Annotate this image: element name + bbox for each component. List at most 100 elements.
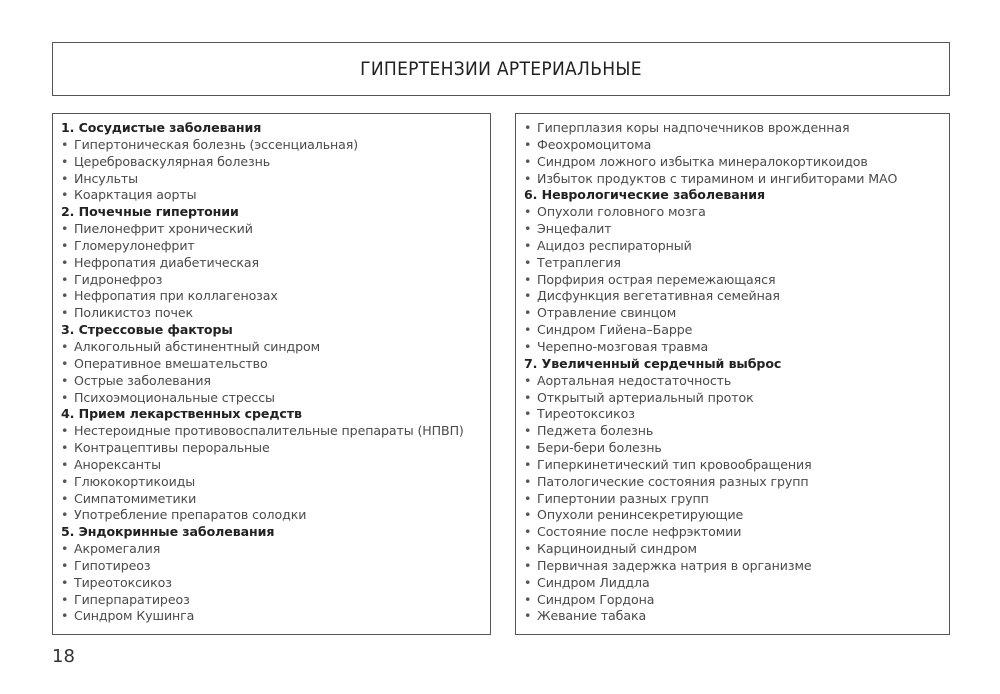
bullet-icon: • (61, 440, 69, 456)
bullet-icon: • (61, 557, 69, 573)
left-column-box: 1. Сосудистые заболевания • Гипертоническа… (52, 113, 491, 635)
list-item-text: Дисфункция вегетативная семейная (537, 288, 780, 304)
list-item-text: Синдром Кушинга (74, 608, 195, 624)
list-item-text: Цереброваскулярная болезнь (74, 153, 271, 169)
bullet-icon: • (524, 541, 532, 557)
list-item: • Контрацептивы пероральные (61, 440, 486, 457)
list-item: • Первичная задержка натрия в организме (524, 558, 945, 575)
list-item-text: Контрацептивы пероральные (74, 440, 270, 456)
list-item: • Жевание табака (524, 608, 945, 625)
list-item: • Гипотиреоз (61, 558, 486, 575)
bullet-icon: • (61, 541, 69, 557)
list-item: • Аортальная недостаточность (524, 373, 945, 390)
list-item: • Тетраплегия (524, 255, 945, 272)
list-item: • Феохромоцитома (524, 137, 945, 154)
bullet-icon: • (524, 524, 532, 540)
section-heading: 3. Стрессовые факторы (61, 322, 233, 338)
bullet-icon: • (61, 591, 69, 607)
list-item-text: Избыток продуктов с тирамином и ингибито… (537, 170, 898, 186)
bullet-icon: • (524, 338, 532, 354)
list-item: • Нефропатия при коллагенозах (61, 288, 486, 305)
list-item-text: Карциноидный синдром (537, 541, 697, 557)
bullet-icon: • (524, 271, 532, 287)
list-item: • Синдром ложного избытка минералокортико… (524, 154, 945, 171)
list-item-text: Тиреотоксикоз (537, 406, 635, 422)
list-item-text: Коарктация аорты (74, 187, 197, 203)
list-item-text: Акромегалия (74, 541, 161, 557)
list-item: • Глюкокортикоиды (61, 474, 486, 491)
bullet-icon: • (524, 372, 532, 388)
list-item: • Открытый артериальный проток (524, 390, 945, 407)
title-box: ГИПЕРТЕНЗИИ АРТЕРИАЛЬНЫЕ (52, 42, 950, 96)
list-item: • Акромегалия (61, 541, 486, 558)
bullet-icon: • (524, 288, 532, 304)
list-item: • Синдром Гийена–Барре (524, 322, 945, 339)
bullet-icon: • (61, 507, 69, 523)
section-heading: 1. Сосудистые заболевания (61, 120, 262, 135)
list-item-text: Состояние после нефрэктомии (537, 524, 742, 540)
bullet-icon: • (524, 591, 532, 607)
bullet-icon: • (524, 204, 532, 220)
bullet-icon: • (524, 170, 532, 186)
list-item: • Опухоли ренинсекретирующие (524, 507, 945, 524)
bullet-icon: • (61, 288, 69, 304)
list-item-text: Тетраплегия (537, 254, 621, 270)
list-item-text: Синдром Гордона (537, 591, 655, 607)
bullet-icon: • (61, 456, 69, 472)
list-item: • Ацидоз респираторный (524, 238, 945, 255)
bullet-icon: • (524, 456, 532, 472)
list-item: • Гипертоническая болезнь (эссенциальная) (61, 137, 486, 154)
list-item: • Избыток продуктов с тирамином и ингибит… (524, 171, 945, 188)
list-item: • Патологические состояния разных групп (524, 474, 945, 491)
list-item: • Цереброваскулярная болезнь (61, 154, 486, 171)
section-heading: 7. Увеличенный сердечный выброс (524, 355, 782, 371)
list-item-text: Симпатомиметики (74, 490, 197, 506)
bullet-icon: • (524, 237, 532, 253)
list-item-text: Аортальная недостаточность (537, 372, 732, 388)
list-item-text: Гипертонии разных групп (537, 490, 709, 506)
list-item-text: Синдром Гийена–Барре (537, 322, 693, 338)
list-item-text: Опухоли ренинсекретирующие (537, 507, 744, 523)
list-item: • Синдром Гордона (524, 592, 945, 609)
list-item-text: Черепно-мозговая травма (537, 338, 709, 354)
section-heading: 6. Неврологические заболевания (524, 187, 765, 203)
bullet-icon: • (61, 187, 69, 203)
list-item: • Гиперпаратиреоз (61, 592, 486, 609)
list-item: • Гидронефроз (61, 272, 486, 289)
list-item-text: Инсульты (74, 170, 138, 186)
list-item: • Острые заболевания (61, 373, 486, 390)
list-item: • Коарктация аорты (61, 187, 486, 204)
list-item: • Анорексанты (61, 457, 486, 474)
right-column-list: • Гиперплазия коры надпочечников врожденн… (524, 120, 945, 625)
list-item-text: Открытый артериальный проток (537, 389, 754, 405)
list-item: • Пиелонефрит хронический (61, 221, 486, 238)
bullet-icon: • (524, 574, 532, 590)
list-item: • Синдром Лиддла (524, 575, 945, 592)
bullet-icon: • (524, 120, 532, 135)
bullet-icon: • (61, 574, 69, 590)
list-item-text: Гиперплазия коры надпочечников врожденна… (537, 120, 850, 135)
list-item: • Бери-бери болезнь (524, 440, 945, 457)
section-heading: 5. Эндокринные заболевания (61, 524, 275, 540)
list-item-text: Поликистоз почек (74, 305, 194, 321)
bullet-icon: • (524, 608, 532, 624)
list-item-text: Опухоли головного мозга (537, 204, 706, 220)
bullet-icon: • (524, 221, 532, 237)
section-heading: 4. Прием лекарственных средств (61, 406, 302, 422)
list-item: • Опухоли головного мозга (524, 204, 945, 221)
list-item-text: Гидронефроз (74, 271, 163, 287)
list-item: • Нестероидные противовоспалительные преп… (61, 423, 486, 440)
bullet-icon: • (61, 389, 69, 405)
list-item-text: Синдром ложного избытка минералокортикои… (537, 153, 868, 169)
bullet-icon: • (61, 608, 69, 624)
list-item-text: Нефропатия при коллагенозах (74, 288, 278, 304)
bullet-icon: • (61, 338, 69, 354)
list-item: • Энцефалит (524, 221, 945, 238)
bullet-icon: • (524, 490, 532, 506)
bullet-icon: • (61, 153, 69, 169)
list-item-text: Гипертоническая болезнь (эссенциальная) (74, 136, 359, 152)
list-item: • Порфирия острая перемежающаяся (524, 272, 945, 289)
list-item-text: Психоэмоциональные стрессы (74, 389, 275, 405)
bullet-icon: • (524, 305, 532, 321)
list-item: • Состояние после нефрэктомии (524, 524, 945, 541)
